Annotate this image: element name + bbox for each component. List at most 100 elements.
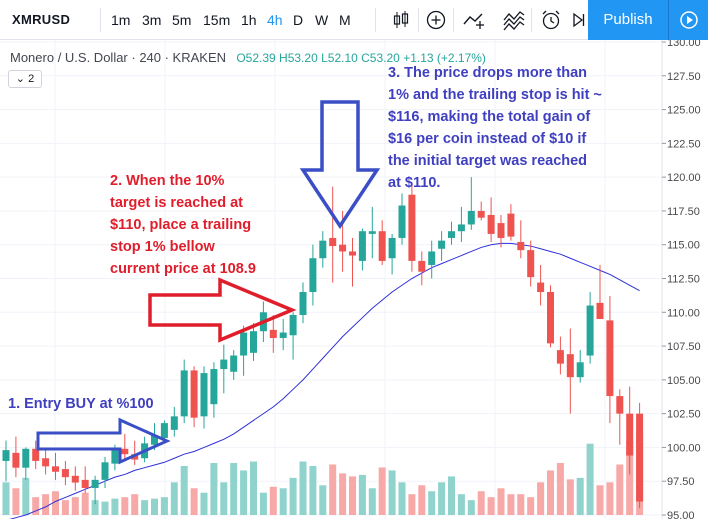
- candle-body: [61, 469, 69, 478]
- candle-body: [22, 448, 30, 468]
- candle-body: [289, 314, 297, 336]
- volume-bar: [309, 465, 317, 515]
- candle-body: [151, 435, 158, 445]
- annotation-line: at $110.: [388, 175, 441, 191]
- volume-bar: [368, 488, 376, 515]
- annotation-line: 2. When the 10%: [110, 173, 225, 189]
- candle-body: [200, 373, 208, 417]
- candle-body: [408, 194, 416, 261]
- candle-body: [230, 355, 238, 372]
- moving-average-line: [9, 242, 640, 519]
- annotation-line: $16 per coin instead of $10 if: [388, 131, 587, 147]
- volume-bar: [81, 492, 89, 515]
- timeframe-w[interactable]: W: [315, 12, 329, 28]
- volume-bar: [566, 479, 574, 515]
- candle-body: [240, 332, 248, 356]
- candle-body: [349, 251, 356, 256]
- replay-icon[interactable]: [565, 6, 593, 34]
- candle-body: [507, 213, 515, 237]
- volume-bar: [12, 488, 20, 515]
- candle-body: [319, 240, 327, 259]
- top-toolbar: XMRUSD 1m 3m 5m 15m 1h 4h D W M P: [0, 0, 708, 40]
- indicators-icon[interactable]: [500, 6, 528, 34]
- candle-body: [32, 448, 40, 461]
- volume-bar: [230, 463, 238, 515]
- volume-bar: [398, 482, 406, 515]
- legend-change: +1.13 (+2.17%): [403, 51, 486, 65]
- volume-bar: [438, 482, 446, 515]
- timeframe-4h[interactable]: 4h: [267, 12, 283, 28]
- chevron-down-icon: ⌄: [15, 73, 26, 85]
- candle-body: [448, 231, 455, 238]
- volume-bar: [240, 470, 248, 515]
- play-button[interactable]: [668, 0, 708, 40]
- timeframe-5m[interactable]: 5m: [172, 12, 192, 28]
- toolbar-divider: [453, 8, 454, 32]
- toolbar-divider: [100, 8, 101, 32]
- add-indicator-icon[interactable]: [422, 6, 450, 34]
- timeframe-15m[interactable]: 15m: [203, 12, 231, 28]
- candle-body: [269, 329, 277, 338]
- candle-body: [626, 413, 634, 456]
- volume-bar: [269, 486, 277, 515]
- volume-bar: [448, 476, 455, 515]
- volume-bar: [467, 500, 475, 515]
- legend-title: Monero / U.S. Dollar · 240 · KRAKEN: [10, 50, 227, 65]
- candle-body: [368, 231, 376, 234]
- y-tick-label: 115.00: [667, 240, 700, 252]
- toolbar-divider: [418, 8, 419, 32]
- candle-body: [606, 320, 614, 397]
- volume-bar: [527, 497, 535, 515]
- volume-bar: [626, 440, 634, 515]
- annotation-stop: 3. The price drops more than 1% and the …: [388, 62, 602, 194]
- candle-body: [329, 237, 337, 247]
- volume-bar: [547, 470, 554, 515]
- annotation-line: 3. The price drops more than: [388, 65, 588, 81]
- annotation-line: the initial target was reached: [388, 153, 588, 169]
- volume-bar: [210, 463, 218, 515]
- candle-body: [566, 354, 574, 378]
- timeframe-3m[interactable]: 3m: [142, 12, 162, 28]
- volume-bar: [42, 494, 50, 515]
- volume-bar: [279, 488, 287, 515]
- y-tick-label: 120.00: [667, 172, 701, 184]
- volume-bar: [428, 491, 436, 515]
- volume-bar: [32, 497, 40, 515]
- candle-body: [576, 362, 584, 378]
- timeframe-1m[interactable]: 1m: [111, 12, 131, 28]
- y-tick-label: 105.00: [667, 375, 701, 387]
- volume-bar: [487, 497, 495, 515]
- timeframe-1h[interactable]: 1h: [241, 12, 257, 28]
- symbol-search[interactable]: XMRUSD: [12, 12, 71, 27]
- volume-bar: [457, 494, 465, 515]
- candle-body: [12, 452, 20, 468]
- timeframe-m[interactable]: M: [339, 12, 351, 28]
- publish-button[interactable]: Publish: [588, 0, 668, 40]
- candle-body: [497, 223, 505, 238]
- y-tick-label: 107.50: [667, 341, 701, 353]
- candle-body: [636, 413, 644, 502]
- candle-body: [537, 282, 545, 293]
- candle-body: [299, 292, 307, 315]
- entry-arrow: [36, 417, 171, 465]
- timeframe-d[interactable]: D: [293, 12, 304, 28]
- volume-bar: [606, 482, 614, 515]
- volume-bar: [170, 482, 178, 515]
- y-tick-label: 102.50: [667, 409, 701, 421]
- candle-body: [527, 250, 535, 278]
- volume-bar: [616, 464, 624, 515]
- alert-icon[interactable]: [537, 6, 565, 34]
- volume-bar: [61, 500, 69, 515]
- legend-collapse-button[interactable]: ⌄ 2: [8, 70, 42, 88]
- candle-body: [556, 350, 564, 364]
- volume-bar: [517, 494, 525, 515]
- candle-body: [81, 479, 89, 488]
- toolbar-divider: [375, 8, 376, 32]
- compare-icon[interactable]: [460, 6, 488, 34]
- volume-bar: [576, 477, 584, 515]
- y-tick-label: 117.50: [667, 206, 700, 218]
- price-chart[interactable]: 130.00 127.50 125.00 122.50 120.00 117.50 115.…: [0, 40, 708, 519]
- volume-bar: [289, 477, 297, 515]
- volume-bar: [141, 500, 149, 515]
- candles-icon[interactable]: [387, 6, 415, 34]
